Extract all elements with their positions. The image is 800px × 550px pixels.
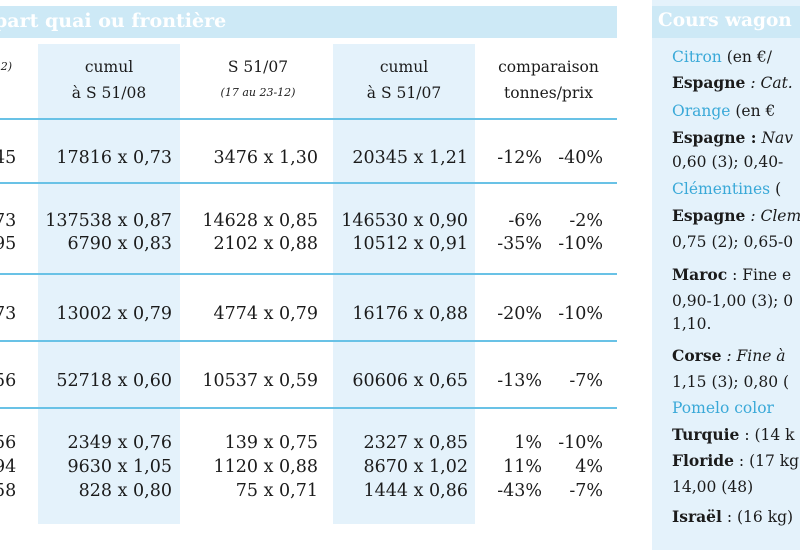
panel-line: Corse : Fine à (672, 346, 786, 365)
table-row: 73 13002 x 0,79 4774 x 0,79 16176 x 0,88… (0, 302, 617, 326)
panel-line: Turquie : (14 k (672, 425, 795, 444)
panel-line: 14,00 (48) (672, 478, 754, 496)
cell: 58 (0, 481, 17, 501)
cell: 56 (0, 433, 17, 453)
table-row: 58 828 x 0,80 75 x 0,71 1444 x 0,86 -43%… (0, 479, 617, 503)
column-header-cumul-s51-08: cumul à S 51/08 (71, 58, 147, 102)
cell: 828 x 0,80 (78, 481, 172, 501)
table-row: 73 137538 x 0,87 14628 x 0,85 146530 x 0… (0, 209, 617, 233)
cell: 56 (0, 371, 17, 391)
table-row: 56 52718 x 0,60 10537 x 0,59 60606 x 0,6… (0, 369, 617, 393)
cell: -12% (497, 148, 542, 168)
table-row: 56 2349 x 0,76 139 x 0,75 2327 x 0,85 1%… (0, 431, 617, 455)
table-row: 94 9630 x 1,05 1120 x 0,88 8670 x 1,02 1… (0, 455, 617, 479)
panel-line: Maroc : Fine e (672, 265, 792, 284)
cell: 94 (0, 457, 17, 477)
cell: -43% (497, 481, 542, 501)
cell: -2% (569, 211, 603, 231)
cell: -40% (558, 148, 603, 168)
cell: -20% (497, 304, 542, 324)
cell: -10% (558, 234, 603, 254)
cell: 2349 x 0,76 (67, 433, 173, 453)
table-row: 45 17816 x 0,73 3476 x 1,30 20345 x 1,21… (0, 146, 617, 170)
cell: 9630 x 1,05 (67, 457, 173, 477)
panel-line: 1,10. (672, 315, 712, 333)
panel-line: 0,60 (3); 0,40- (672, 153, 784, 171)
cell: 3476 x 1,30 (213, 148, 319, 168)
divider (0, 407, 617, 409)
cell: 45 (0, 148, 17, 168)
wagon-prices-panel (652, 0, 800, 550)
cell: -10% (558, 304, 603, 324)
cell: 10512 x 0,91 (352, 234, 468, 254)
cell: 137538 x 0,87 (45, 211, 172, 231)
divider (0, 273, 617, 275)
cell: 8670 x 1,02 (363, 457, 469, 477)
cell: 4774 x 0,79 (213, 304, 319, 324)
divider (0, 182, 617, 184)
cell: 17816 x 0,73 (56, 148, 172, 168)
panel-line: Clémentines ( (672, 180, 782, 198)
cell: 1120 x 0,88 (213, 457, 319, 477)
cell: 20345 x 1,21 (352, 148, 468, 168)
cell: 6790 x 0,83 (67, 234, 173, 254)
panel-line: Citron (en €/ (672, 48, 772, 66)
cell: 73 (0, 304, 17, 324)
cell: -7% (569, 371, 603, 391)
column-header-comparaison: comparaison tonnes/prix (498, 58, 599, 102)
table-row: 95 6790 x 0,83 2102 x 0,88 10512 x 0,91 … (0, 232, 617, 256)
panel-line: 1,15 (3); 0,80 ( (672, 373, 790, 391)
column-shade-cumul-08 (38, 44, 180, 524)
panel-line: Orange (en € (672, 102, 776, 120)
panel-line: Floride : (17 kg (672, 451, 800, 470)
table-section-title: part quai ou frontière (0, 10, 227, 32)
cell: -35% (497, 234, 542, 254)
panel-line: 0,75 (2); 0,65-0 (672, 233, 794, 251)
cell: 13002 x 0,79 (56, 304, 172, 324)
panel-line: Espagne : Clem (672, 206, 800, 225)
cell: -13% (497, 371, 542, 391)
cell: 75 x 0,71 (235, 481, 318, 501)
cell: 60606 x 0,65 (352, 371, 468, 391)
cell: 73 (0, 211, 17, 231)
cell: -7% (569, 481, 603, 501)
cell: 10537 x 0,59 (202, 371, 318, 391)
cell: 1% (514, 433, 542, 453)
panel-title: Cours wagon (652, 6, 800, 38)
divider (0, 340, 617, 342)
cell: 16176 x 0,88 (352, 304, 468, 324)
panel-line: Espagne : Cat. (672, 73, 793, 92)
column-header-cumul-s51-07: cumul à S 51/07 (366, 58, 442, 102)
column-shade-cumul-07 (333, 44, 475, 524)
column-header-s51-07: S 51/07 (17 au 23-12) (220, 58, 296, 99)
cell: 14628 x 0,85 (202, 211, 318, 231)
cell: 1444 x 0,86 (363, 481, 469, 501)
cell: 4% (575, 457, 603, 477)
cell: 52718 x 0,60 (56, 371, 172, 391)
table-header-band (0, 6, 617, 38)
cell: 95 (0, 234, 17, 254)
column-header-0: 2) (0, 60, 12, 73)
cell: 146530 x 0,90 (341, 211, 468, 231)
cell: 11% (503, 457, 542, 477)
cell: 2327 x 0,85 (363, 433, 469, 453)
cell: -6% (508, 211, 542, 231)
panel-line: Israël : (16 kg) (672, 507, 794, 526)
divider (0, 118, 617, 120)
panel-line: 0,90-1,00 (3); 0 (672, 292, 794, 310)
cell: 2102 x 0,88 (213, 234, 319, 254)
cell: 139 x 0,75 (224, 433, 318, 453)
cell: -10% (558, 433, 603, 453)
panel-line: Espagne : Nav (672, 128, 794, 147)
panel-line: Pomelo color (672, 399, 774, 417)
